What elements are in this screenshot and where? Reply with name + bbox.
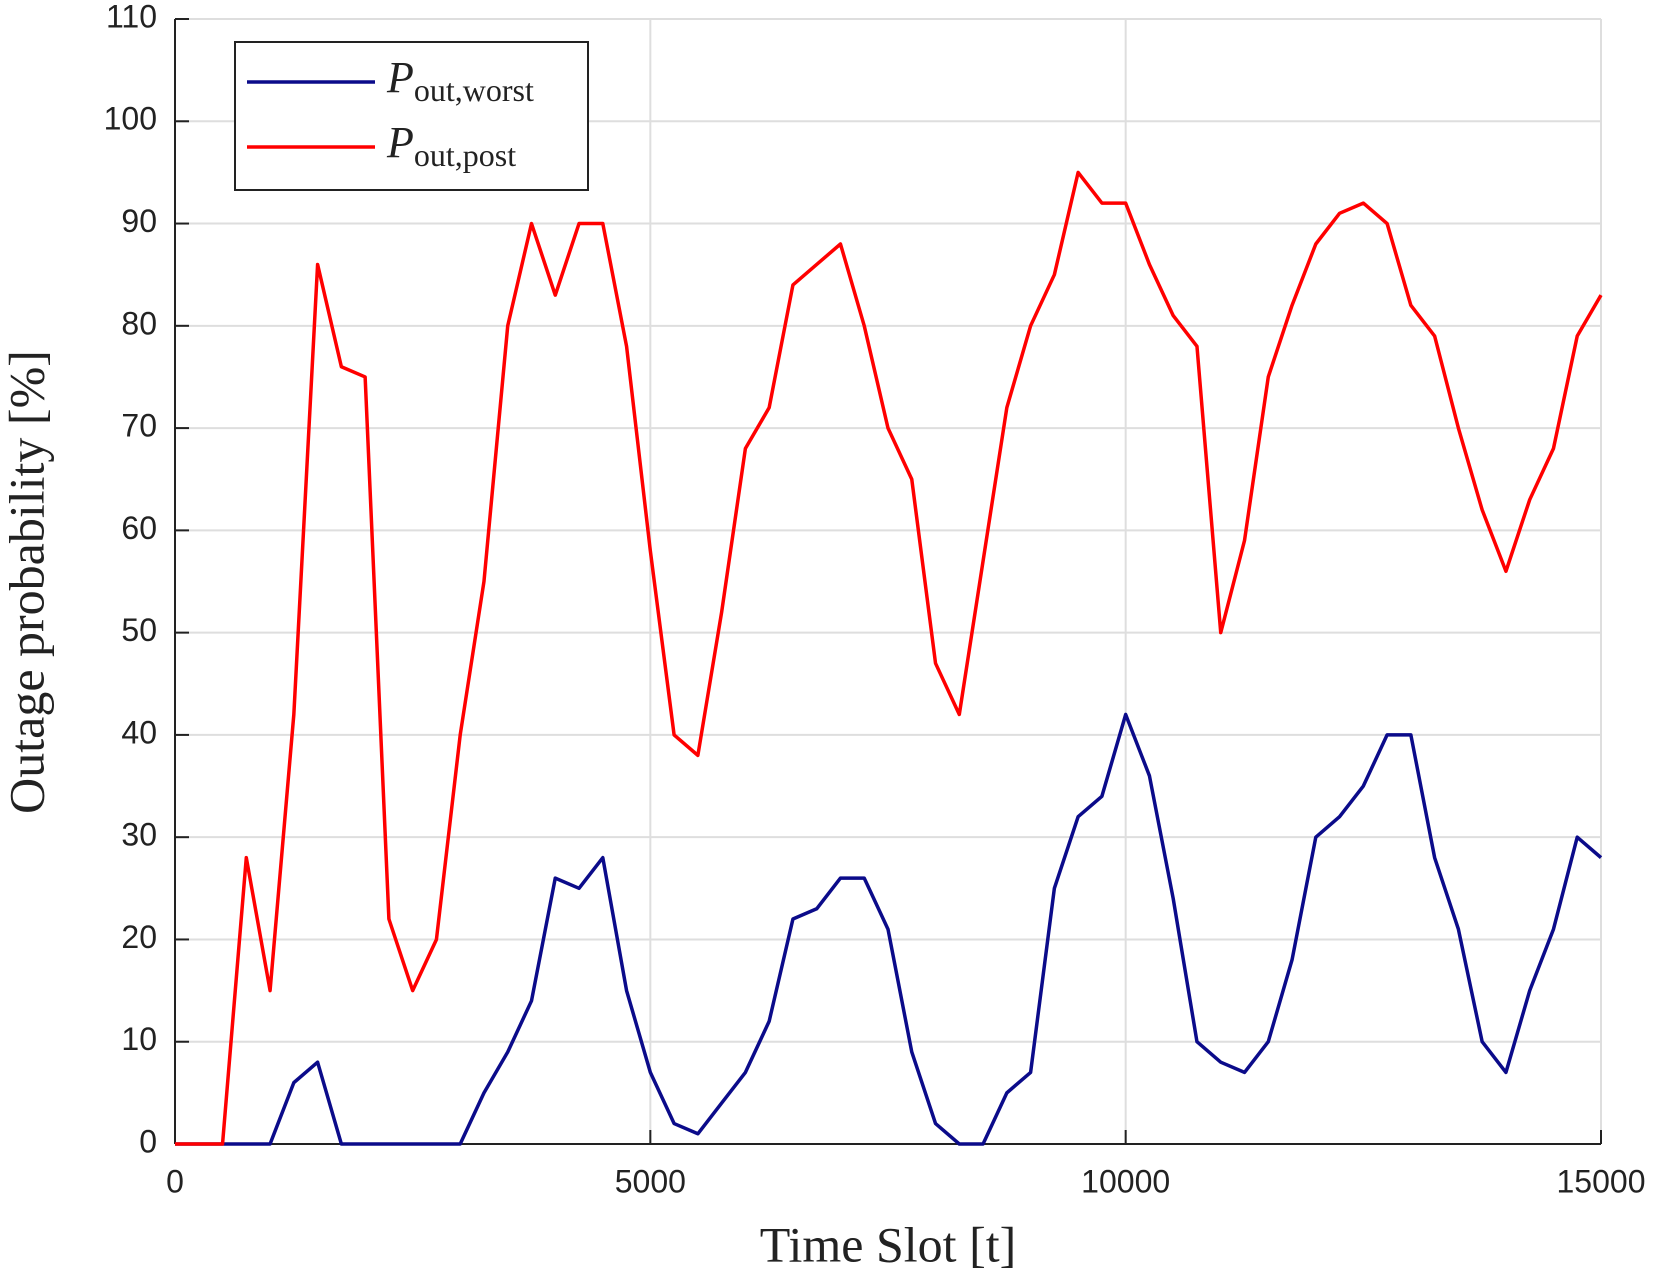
y-tick-label: 90 <box>121 203 157 239</box>
x-tick-label: 0 <box>166 1163 184 1199</box>
x-tick-label: 10000 <box>1081 1163 1170 1199</box>
x-tick-label: 15000 <box>1557 1163 1646 1199</box>
legend-label: Pout,worst <box>386 53 534 108</box>
y-tick-label: 50 <box>121 612 157 648</box>
legend-label: Pout,post <box>386 118 516 173</box>
y-tick-label: 60 <box>121 510 157 546</box>
y-tick-label: 70 <box>121 408 157 444</box>
data-line <box>175 170 1603 1146</box>
x-axis-label: Time Slot [t] <box>760 1216 1017 1272</box>
y-tick-label: 10 <box>121 1021 157 1057</box>
y-tick-label: 40 <box>121 714 157 750</box>
data-line <box>175 712 1603 1146</box>
y-tick-label: 100 <box>104 101 157 137</box>
y-tick-label: 0 <box>139 1123 157 1159</box>
y-tick-label: 30 <box>121 817 157 853</box>
y-tick-label: 20 <box>121 919 157 955</box>
x-tick-label: 5000 <box>615 1163 686 1199</box>
y-tick-label: 80 <box>121 305 157 341</box>
y-axis-label: Outage probability [%] <box>0 350 54 814</box>
y-tick-label: 110 <box>106 0 157 34</box>
legend-box <box>234 41 589 191</box>
